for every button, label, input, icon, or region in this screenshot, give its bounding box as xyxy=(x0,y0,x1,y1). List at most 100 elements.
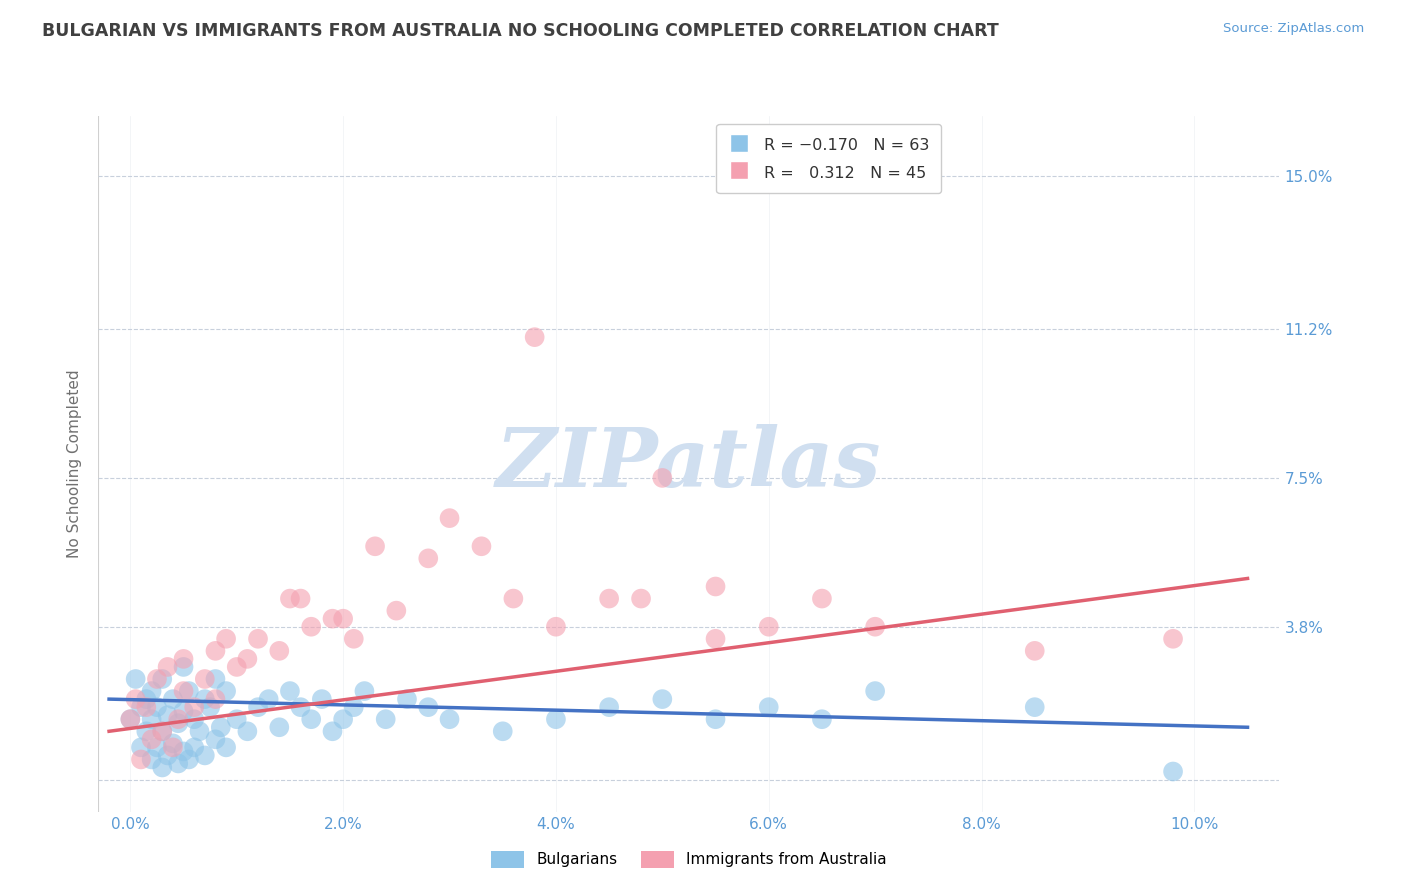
Point xyxy=(630,591,652,606)
Point xyxy=(198,700,221,714)
Point xyxy=(299,712,322,726)
Point xyxy=(598,700,620,714)
Point xyxy=(141,752,163,766)
Point xyxy=(492,724,515,739)
Point xyxy=(863,620,886,634)
Point xyxy=(173,660,195,674)
Point xyxy=(204,692,226,706)
Point xyxy=(418,551,440,566)
Point xyxy=(204,672,226,686)
Y-axis label: No Schooling Completed: No Schooling Completed xyxy=(67,369,83,558)
Point xyxy=(129,752,152,766)
Point xyxy=(120,712,142,726)
Point xyxy=(1161,632,1184,646)
Point xyxy=(236,724,259,739)
Point xyxy=(129,740,152,755)
Point xyxy=(502,591,524,606)
Point xyxy=(418,700,440,714)
Point xyxy=(150,724,173,739)
Point xyxy=(150,672,173,686)
Point xyxy=(225,660,247,674)
Point xyxy=(439,511,461,525)
Point xyxy=(353,684,375,698)
Point xyxy=(177,684,200,698)
Point xyxy=(758,700,780,714)
Point xyxy=(183,712,205,726)
Point xyxy=(439,712,461,726)
Point xyxy=(651,692,673,706)
Point xyxy=(124,692,146,706)
Point xyxy=(194,692,217,706)
Point xyxy=(385,604,408,618)
Point xyxy=(651,471,673,485)
Point xyxy=(146,740,169,755)
Point xyxy=(544,620,567,634)
Point xyxy=(470,539,492,553)
Point xyxy=(150,760,173,774)
Point xyxy=(704,632,727,646)
Point xyxy=(321,724,343,739)
Point xyxy=(135,724,157,739)
Legend: Bulgarians, Immigrants from Australia: Bulgarians, Immigrants from Australia xyxy=(485,845,893,873)
Point xyxy=(311,692,333,706)
Point xyxy=(135,692,157,706)
Point xyxy=(215,684,238,698)
Point xyxy=(129,700,152,714)
Point xyxy=(225,712,247,726)
Point xyxy=(321,612,343,626)
Point xyxy=(173,744,195,758)
Point xyxy=(278,591,301,606)
Point xyxy=(704,580,727,594)
Point xyxy=(1161,764,1184,779)
Point xyxy=(146,700,169,714)
Point xyxy=(204,732,226,747)
Point xyxy=(215,740,238,755)
Point xyxy=(162,736,184,750)
Point xyxy=(162,692,184,706)
Point xyxy=(188,724,211,739)
Point xyxy=(758,620,780,634)
Point xyxy=(269,720,291,734)
Point xyxy=(290,591,312,606)
Text: Source: ZipAtlas.com: Source: ZipAtlas.com xyxy=(1223,22,1364,36)
Point xyxy=(343,700,366,714)
Point xyxy=(215,632,238,646)
Point xyxy=(209,720,232,734)
Point xyxy=(183,740,205,755)
Point xyxy=(247,632,270,646)
Point xyxy=(1024,644,1046,658)
Point xyxy=(332,612,354,626)
Point xyxy=(120,712,142,726)
Point xyxy=(141,684,163,698)
Point xyxy=(156,748,179,763)
Point xyxy=(257,692,280,706)
Point xyxy=(194,672,217,686)
Point xyxy=(544,712,567,726)
Point xyxy=(146,672,169,686)
Point xyxy=(364,539,387,553)
Point xyxy=(167,756,190,771)
Point xyxy=(863,684,886,698)
Point xyxy=(1024,700,1046,714)
Point xyxy=(167,712,190,726)
Point xyxy=(704,712,727,726)
Point xyxy=(156,708,179,723)
Point xyxy=(236,652,259,666)
Text: BULGARIAN VS IMMIGRANTS FROM AUSTRALIA NO SCHOOLING COMPLETED CORRELATION CHART: BULGARIAN VS IMMIGRANTS FROM AUSTRALIA N… xyxy=(42,22,998,40)
Point xyxy=(194,748,217,763)
Point xyxy=(278,684,301,698)
Point xyxy=(598,591,620,606)
Point xyxy=(156,660,179,674)
Point xyxy=(204,644,226,658)
Point xyxy=(173,704,195,718)
Point xyxy=(124,672,146,686)
Point xyxy=(269,644,291,658)
Point xyxy=(811,712,834,726)
Point xyxy=(167,716,190,731)
Point xyxy=(374,712,396,726)
Point xyxy=(173,652,195,666)
Point xyxy=(290,700,312,714)
Text: ZIPatlas: ZIPatlas xyxy=(496,424,882,504)
Point xyxy=(141,712,163,726)
Point xyxy=(183,700,205,714)
